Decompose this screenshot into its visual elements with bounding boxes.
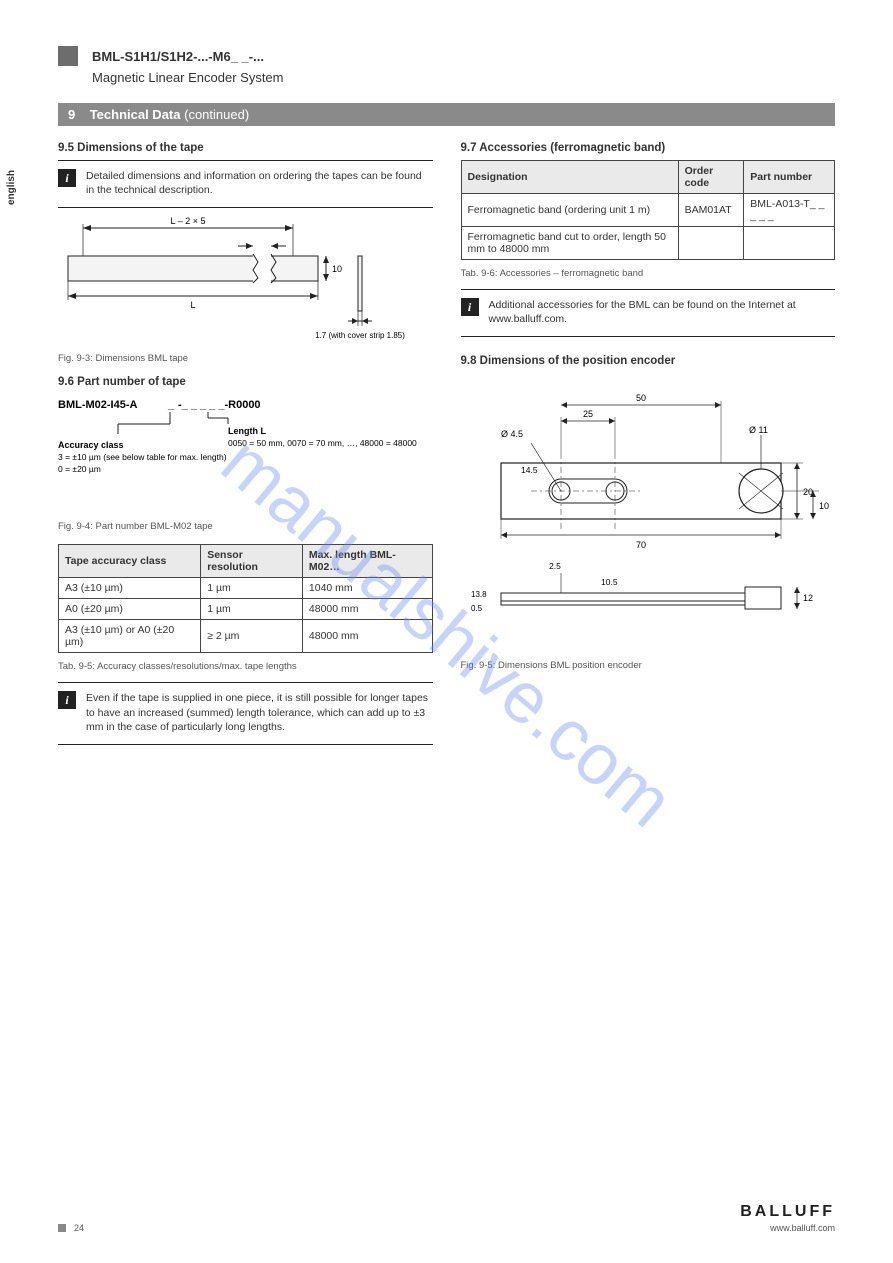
divider <box>461 336 836 337</box>
dim-hole-dia: Ø 4.5 <box>501 429 523 439</box>
fig-caption-tape: Fig. 9-3: Dimensions BML tape <box>58 353 433 364</box>
info-block-3: i Additional accessories for the BML can… <box>461 298 836 326</box>
product-description: Magnetic Linear Encoder System <box>92 70 835 85</box>
info-icon: i <box>58 691 76 709</box>
cell: ≥ 2 µm <box>201 620 303 653</box>
tbl1-h3: Max. length BML-M02… <box>302 545 432 578</box>
seg-acc-opt2: 0 = ±20 µm <box>58 464 101 474</box>
tape-dimension-figure: L – 2 × 5 10 <box>58 216 433 349</box>
cell: 48000 mm <box>302 620 432 653</box>
info-text-1: Detailed dimensions and information on o… <box>86 169 433 197</box>
section-continued: (continued) <box>184 107 249 122</box>
info-icon: i <box>58 169 76 187</box>
dim-h-center: 10 <box>819 501 829 511</box>
part-number-figure: BML-M02-I45-A _ -_ _ _ _ _-R0000 Length … <box>58 394 433 517</box>
cell: 1 µm <box>201 599 303 620</box>
cell: Ferromagnetic band (ordering unit 1 m) <box>461 194 678 227</box>
subheading-encoder-dims: 9.8 Dimensions of the position encoder <box>461 355 836 367</box>
tbl2-h3: Part number <box>744 161 835 194</box>
footer-right: BALLUFF www.balluff.com <box>740 1203 835 1233</box>
header-row: BML-S1H1/S1H2-...-M6_ _-... <box>58 46 835 66</box>
dim-front-h: 12 <box>803 593 813 603</box>
dim-length-L: L <box>190 300 195 310</box>
partno-prefix: BML-M02-I45-A <box>58 399 138 411</box>
cell: BML-A013-T_ _ _ _ _ <box>744 194 835 227</box>
subheading-part-number: 9.6 Part number of tape <box>58 376 433 388</box>
cell: A3 (±10 µm) <box>59 578 201 599</box>
svg-text:-_ _ _ _ _-R0000: -_ _ _ _ _-R0000 <box>178 399 261 411</box>
dim-slot-w: 14.5 <box>521 465 538 475</box>
info-block-2: i Even if the tape is supplied in one pi… <box>58 691 433 734</box>
cell: 1 µm <box>201 578 303 599</box>
cell: BAM01AT <box>678 194 744 227</box>
tbl1-h2: Sensor resolution <box>201 545 303 578</box>
tbl1-h1: Tape accuracy class <box>59 545 201 578</box>
divider <box>58 744 433 745</box>
seg-acc-label: Accuracy class <box>58 440 124 450</box>
dim-front-mark: 2.5 <box>549 561 561 571</box>
dim-slot: 25 <box>582 409 592 419</box>
info-icon: i <box>461 298 479 316</box>
dim-w-total: 70 <box>635 540 645 550</box>
fig-caption-encoder: Fig. 9-5: Dimensions BML position encode… <box>461 660 836 671</box>
dim-side-offset: 0.5 <box>471 604 483 613</box>
divider <box>58 207 433 208</box>
language-tag: english <box>6 170 17 205</box>
dim-inner-length: L – 2 × 5 <box>171 216 206 226</box>
fig-caption-partno: Fig. 9-4: Part number BML-M02 tape <box>58 521 433 532</box>
cell: A3 (±10 µm) or A0 (±20 µm) <box>59 620 201 653</box>
tbl1-caption: Tab. 9-5: Accuracy classes/resolutions/m… <box>58 661 433 672</box>
cell: Ferromagnetic band cut to order, length … <box>461 227 678 260</box>
dim-height: 10 <box>332 264 342 274</box>
seg-acc-opt1: 3 = ±10 µm (see below table for max. len… <box>58 452 227 462</box>
subheading-accessories: 9.7 Accessories (ferromagnetic band) <box>461 142 836 154</box>
cell: 48000 mm <box>302 599 432 620</box>
page-footer: 24 BALLUFF www.balluff.com <box>58 1203 835 1233</box>
header-square-icon <box>58 46 78 66</box>
product-code: BML-S1H1/S1H2-...-M6_ _-... <box>92 49 264 64</box>
right-column: 9.7 Accessories (ferromagnetic band) Des… <box>461 142 836 753</box>
section-number: 9 <box>68 107 75 122</box>
divider <box>461 289 836 290</box>
tbl2-h2: Order code <box>678 161 744 194</box>
page-number: 24 <box>74 1223 84 1233</box>
left-column: 9.5 Dimensions of the tape i Detailed di… <box>58 142 433 753</box>
dim-thickness: 1.7 (with cover strip 1.85) <box>315 331 405 340</box>
footer-left: 24 <box>58 1223 84 1233</box>
info-block-1: i Detailed dimensions and information on… <box>58 169 433 197</box>
dim-front-gap: 10.5 <box>601 577 618 587</box>
footer-square-icon <box>58 1224 66 1232</box>
svg-text:_: _ <box>167 399 175 411</box>
brand-logo: BALLUFF <box>740 1203 835 1221</box>
dim-knob-dia: Ø 11 <box>749 425 768 435</box>
divider <box>58 160 433 161</box>
info-text-3: Additional accessories for the BML can b… <box>489 298 836 326</box>
seg-length-val: 0050 = 50 mm, 0070 = 70 mm, …, 48000 = 4… <box>228 438 418 448</box>
seg-length-label: Length L <box>228 426 266 436</box>
encoder-dimension-figure: Ø 4.5 Ø 11 25 50 14.5 <box>461 373 836 656</box>
dim-inner-w: 50 <box>635 393 645 403</box>
page-root: english BML-S1H1/S1H2-...-M6_ _-... Magn… <box>0 0 893 1263</box>
info-text-2: Even if the tape is supplied in one piec… <box>86 691 433 734</box>
cell: 1040 mm <box>302 578 432 599</box>
dim-side-h: 13.8 <box>471 590 487 599</box>
cell <box>744 227 835 260</box>
tbl2-caption: Tab. 9-6: Accessories – ferromagnetic ba… <box>461 268 836 279</box>
section-title-bar: 9 Technical Data (continued) <box>58 103 835 126</box>
footer-url: www.balluff.com <box>740 1223 835 1233</box>
subheading-tape-dims: 9.5 Dimensions of the tape <box>58 142 433 154</box>
cell <box>678 227 744 260</box>
divider <box>58 682 433 683</box>
cell: A0 (±20 µm) <box>59 599 201 620</box>
tbl2-h1: Designation <box>461 161 678 194</box>
two-column-layout: 9.5 Dimensions of the tape i Detailed di… <box>58 142 835 753</box>
section-title: Technical Data <box>90 107 181 122</box>
table-accuracy: Tape accuracy class Sensor resolution Ma… <box>58 544 433 653</box>
table-accessories: Designation Order code Part number Ferro… <box>461 160 836 260</box>
